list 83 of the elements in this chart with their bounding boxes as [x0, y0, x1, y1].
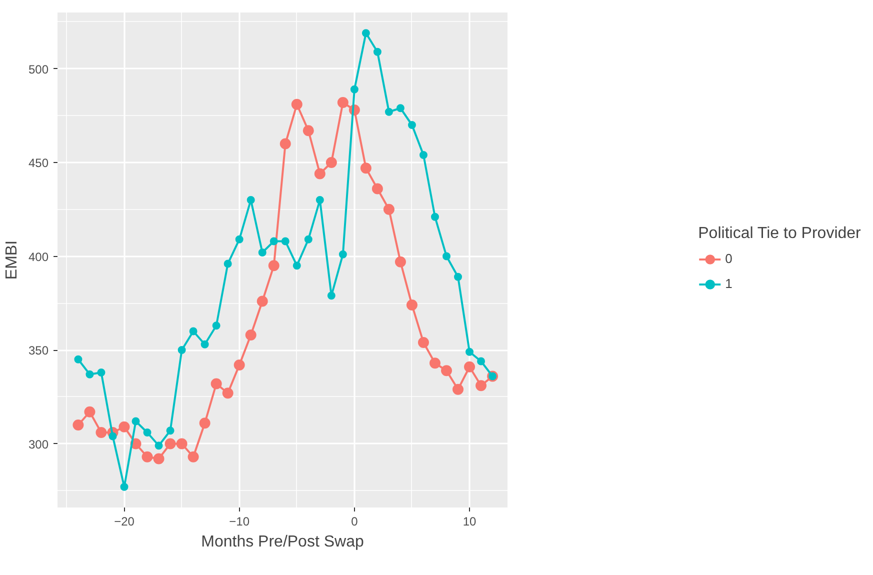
y-tick-label: 350 [28, 344, 49, 358]
legend-label: 0 [725, 250, 734, 268]
point [212, 322, 220, 330]
point [281, 237, 290, 246]
y-axis-title: EMBI [3, 240, 20, 280]
point [454, 272, 462, 281]
point [327, 292, 336, 300]
point [153, 453, 164, 464]
point [258, 248, 266, 256]
point [429, 358, 440, 369]
point [338, 250, 347, 258]
point [270, 237, 278, 246]
point [304, 235, 312, 244]
point [383, 204, 394, 215]
point [316, 196, 324, 204]
y-tick-label: 500 [28, 62, 49, 76]
point [143, 428, 152, 436]
point [302, 125, 314, 136]
point [337, 97, 348, 108]
point [268, 260, 280, 272]
point [256, 296, 268, 307]
point [396, 104, 404, 112]
point [86, 370, 94, 378]
x-axis-title: Months Pre/Post Swap [201, 534, 364, 550]
point [72, 420, 84, 430]
point [176, 438, 188, 450]
point [222, 388, 234, 399]
legend-title: Political Tie to Provider [698, 224, 861, 242]
point [360, 162, 372, 174]
point [178, 346, 186, 354]
point [97, 368, 106, 376]
point [96, 427, 107, 438]
point [406, 300, 418, 310]
point [210, 378, 222, 390]
point [362, 29, 370, 38]
point [188, 451, 199, 462]
x-tick-label: 0 [351, 514, 358, 528]
point [442, 252, 451, 260]
point [372, 183, 383, 194]
point [477, 357, 486, 366]
point [132, 417, 140, 426]
y-tick-label: 450 [28, 156, 49, 170]
x-tick-label: −10 [229, 514, 250, 528]
y-tick-label: 400 [28, 250, 49, 264]
point [108, 432, 117, 440]
point [234, 360, 245, 370]
point [384, 108, 393, 116]
point [280, 138, 291, 150]
point [199, 418, 210, 429]
point [466, 348, 474, 356]
point [464, 361, 476, 372]
point [154, 442, 163, 450]
point [74, 355, 82, 364]
point [350, 85, 358, 94]
point [452, 384, 464, 395]
point [314, 168, 326, 180]
point [476, 380, 487, 392]
point [235, 235, 244, 244]
point [292, 262, 301, 270]
point [120, 482, 128, 491]
x-tick-label: 10 [462, 514, 477, 528]
point [166, 426, 174, 435]
point [224, 260, 232, 268]
point [246, 196, 255, 204]
point [326, 157, 337, 168]
x-tick-label: −20 [114, 514, 135, 528]
point [373, 48, 382, 56]
point [84, 406, 96, 418]
point [200, 340, 209, 348]
point [419, 151, 428, 159]
legend-label: 1 [725, 275, 734, 293]
point [118, 421, 130, 432]
point [245, 330, 256, 340]
point [291, 98, 302, 110]
point [441, 365, 452, 376]
point [142, 451, 153, 462]
point [418, 337, 429, 348]
point [189, 327, 198, 336]
point [408, 121, 416, 129]
y-tick-label: 300 [28, 437, 49, 452]
point [394, 256, 406, 268]
point [164, 438, 176, 450]
point [430, 212, 439, 221]
